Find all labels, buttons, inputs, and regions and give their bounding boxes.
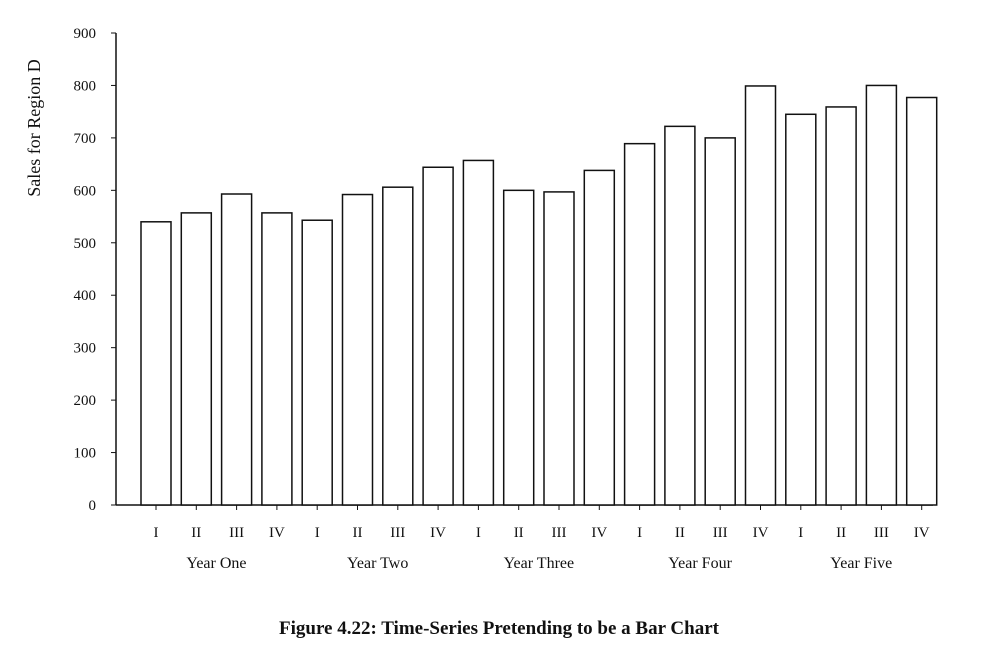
y-tick-label: 0	[89, 498, 97, 514]
year-group-label: Year Four	[668, 555, 732, 572]
y-tick-label: 100	[74, 446, 97, 462]
x-tick-label: II	[353, 525, 363, 541]
bar	[301, 219, 333, 506]
bar	[140, 221, 172, 506]
bar	[583, 169, 616, 506]
x-tick-label: II	[836, 525, 846, 541]
y-tick-label: 900	[74, 26, 97, 42]
bar	[664, 125, 696, 506]
x-tick-label: III	[713, 525, 728, 541]
y-tick-label: 500	[74, 236, 97, 252]
x-tick-label: III	[552, 525, 567, 541]
x-tick-label: II	[675, 525, 685, 541]
bar	[785, 113, 817, 506]
y-tick-label: 700	[74, 131, 97, 147]
x-tick-label: IV	[753, 525, 769, 541]
x-tick-label: I	[154, 525, 159, 541]
x-tick-label: IV	[430, 525, 446, 541]
y-tick-label: 800	[74, 78, 97, 94]
x-tick-label: I	[637, 525, 642, 541]
bar	[502, 189, 535, 506]
y-tick-label: 400	[74, 288, 97, 304]
x-tick-label: IV	[269, 525, 285, 541]
x-tick-label: IV	[914, 525, 930, 541]
bar	[462, 159, 495, 506]
bar	[422, 166, 454, 506]
year-group-label: Year Five	[830, 555, 892, 572]
bar	[825, 106, 857, 506]
bar	[382, 186, 414, 506]
y-axis-title: Sales for Region D	[24, 59, 44, 196]
year-group-label: Year One	[186, 555, 246, 572]
bar	[341, 193, 374, 506]
bar	[744, 85, 777, 506]
y-tick-label: 300	[74, 341, 97, 357]
bar	[865, 84, 898, 506]
bar	[543, 191, 575, 506]
bar	[704, 137, 736, 506]
x-tick-label: I	[798, 525, 803, 541]
figure-caption: Figure 4.22: Time-Series Pretending to b…	[279, 618, 719, 639]
year-group-label: Year Two	[347, 555, 408, 572]
x-tick-label: III	[229, 525, 244, 541]
bar	[261, 212, 293, 506]
bar	[220, 193, 253, 506]
x-tick-label: III	[390, 525, 405, 541]
bar	[623, 142, 656, 506]
x-tick-label: I	[315, 525, 320, 541]
bars-group	[140, 84, 938, 506]
bar	[180, 212, 213, 506]
y-tick-label: 200	[74, 393, 97, 409]
x-tick-label: II	[191, 525, 201, 541]
year-group-label: Year Three	[504, 555, 575, 572]
y-tick-label: 600	[74, 183, 97, 199]
x-tick-labels: I II III IV I II III IV I II III IV I II III IV I II III IV	[154, 505, 930, 541]
bar	[905, 96, 938, 506]
x-tick-label: I	[476, 525, 481, 541]
x-tick-label: III	[874, 525, 889, 541]
x-tick-label: IV	[591, 525, 607, 541]
year-group-labels: Year One Year Two Year Three Year Four Year …	[186, 555, 892, 572]
x-tick-label: II	[514, 525, 524, 541]
